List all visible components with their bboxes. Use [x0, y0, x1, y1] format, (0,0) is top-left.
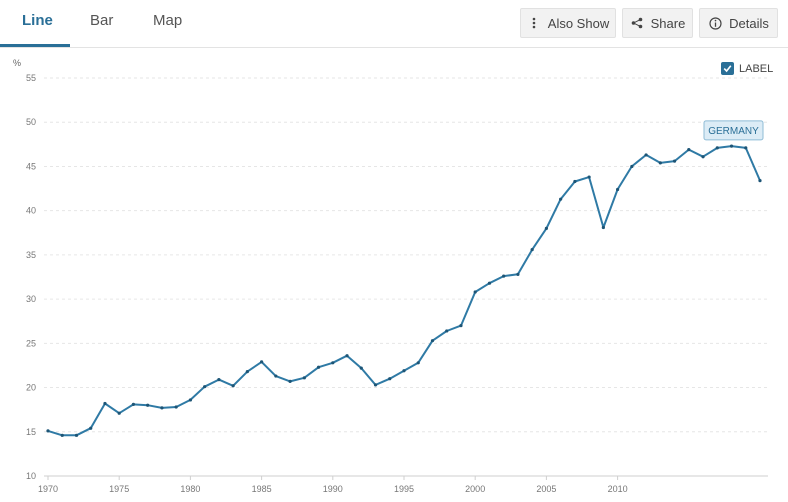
y-tick-label: 40 — [26, 206, 36, 216]
data-point — [131, 402, 136, 406]
data-point — [288, 379, 292, 383]
data-point — [587, 175, 591, 179]
share-button[interactable]: Share — [622, 8, 693, 38]
x-tick-label: 2000 — [465, 484, 485, 494]
data-point — [331, 361, 335, 365]
data-point — [715, 146, 719, 150]
y-tick-label: 30 — [26, 294, 36, 304]
data-point — [103, 401, 107, 406]
data-point — [658, 161, 662, 165]
data-point — [217, 377, 221, 382]
data-point — [487, 281, 492, 285]
data-point — [203, 385, 207, 389]
data-point — [89, 426, 93, 430]
also-show-button[interactable]: Also Show — [520, 8, 616, 38]
data-point — [74, 433, 79, 437]
data-point — [687, 148, 691, 152]
data-point — [402, 369, 406, 373]
data-point — [630, 164, 634, 169]
data-point — [559, 197, 563, 201]
data-point — [274, 374, 278, 378]
data-point — [160, 406, 164, 410]
data-point — [188, 398, 192, 402]
data-point — [345, 354, 349, 358]
view-tabs: Line Bar Map Also Show Share Details — [0, 0, 788, 48]
data-point — [758, 178, 762, 183]
data-point — [373, 383, 378, 387]
series-label-box — [703, 120, 764, 141]
y-tick-label: 10 — [26, 471, 36, 481]
data-point — [388, 377, 392, 381]
more-vertical-icon — [527, 16, 541, 30]
data-point — [231, 384, 235, 388]
data-point — [729, 144, 734, 148]
info-icon — [708, 16, 722, 30]
data-point — [302, 376, 306, 380]
details-button[interactable]: Details — [699, 8, 778, 38]
label-toggle[interactable]: LABEL — [721, 62, 773, 75]
data-point — [245, 370, 249, 374]
data-point — [46, 429, 50, 433]
data-point — [502, 274, 506, 278]
data-point — [260, 360, 264, 364]
label-toggle-text: LABEL — [739, 62, 774, 75]
y-axis-unit: % — [13, 58, 22, 68]
y-tick-label: 15 — [26, 427, 36, 437]
data-point — [644, 153, 648, 157]
data-point — [672, 159, 677, 163]
x-tick-label: 2005 — [536, 484, 556, 494]
data-point — [117, 411, 121, 415]
data-point — [174, 405, 178, 409]
x-tick-label: 1990 — [323, 484, 343, 494]
series-label: GERMANY — [708, 126, 759, 137]
y-tick-label: 50 — [26, 117, 36, 127]
data-point — [416, 361, 420, 365]
data-point — [544, 226, 549, 230]
data-point — [146, 403, 150, 407]
share-label: Share — [650, 15, 686, 31]
also-show-label: Also Show — [547, 15, 610, 31]
y-tick-label: 35 — [26, 250, 36, 260]
x-tick-label: 1975 — [109, 484, 129, 494]
data-point — [516, 272, 520, 276]
series-line — [47, 145, 761, 437]
y-tick-label: 55 — [26, 73, 36, 83]
x-tick-label: 1980 — [180, 484, 200, 494]
active-tab-indicator — [0, 44, 70, 47]
data-point — [530, 247, 534, 252]
x-tick-label: 1995 — [394, 484, 414, 494]
data-point — [430, 339, 435, 343]
data-point — [616, 187, 620, 192]
tab-bar[interactable]: Bar — [90, 12, 114, 29]
data-point — [445, 329, 449, 333]
y-tick-label: 45 — [26, 161, 36, 171]
y-tick-label: 25 — [26, 338, 36, 348]
share-icon — [630, 16, 644, 30]
data-point — [701, 155, 705, 159]
x-tick-label: 1985 — [252, 484, 272, 494]
data-point — [359, 366, 363, 370]
data-point — [459, 324, 463, 328]
details-label: Details — [729, 15, 769, 31]
tab-map[interactable]: Map — [153, 12, 183, 29]
data-point — [573, 179, 577, 184]
tab-line[interactable]: Line — [22, 12, 53, 29]
x-tick-label: 2010 — [608, 484, 628, 494]
data-point — [473, 290, 477, 294]
x-tick-label: 1970 — [38, 484, 58, 494]
y-tick-label: 20 — [26, 383, 36, 393]
data-point — [60, 433, 64, 437]
data-point — [744, 146, 748, 150]
data-point — [316, 365, 321, 369]
checkbox-checked-icon[interactable] — [721, 62, 734, 75]
data-point — [601, 225, 605, 230]
